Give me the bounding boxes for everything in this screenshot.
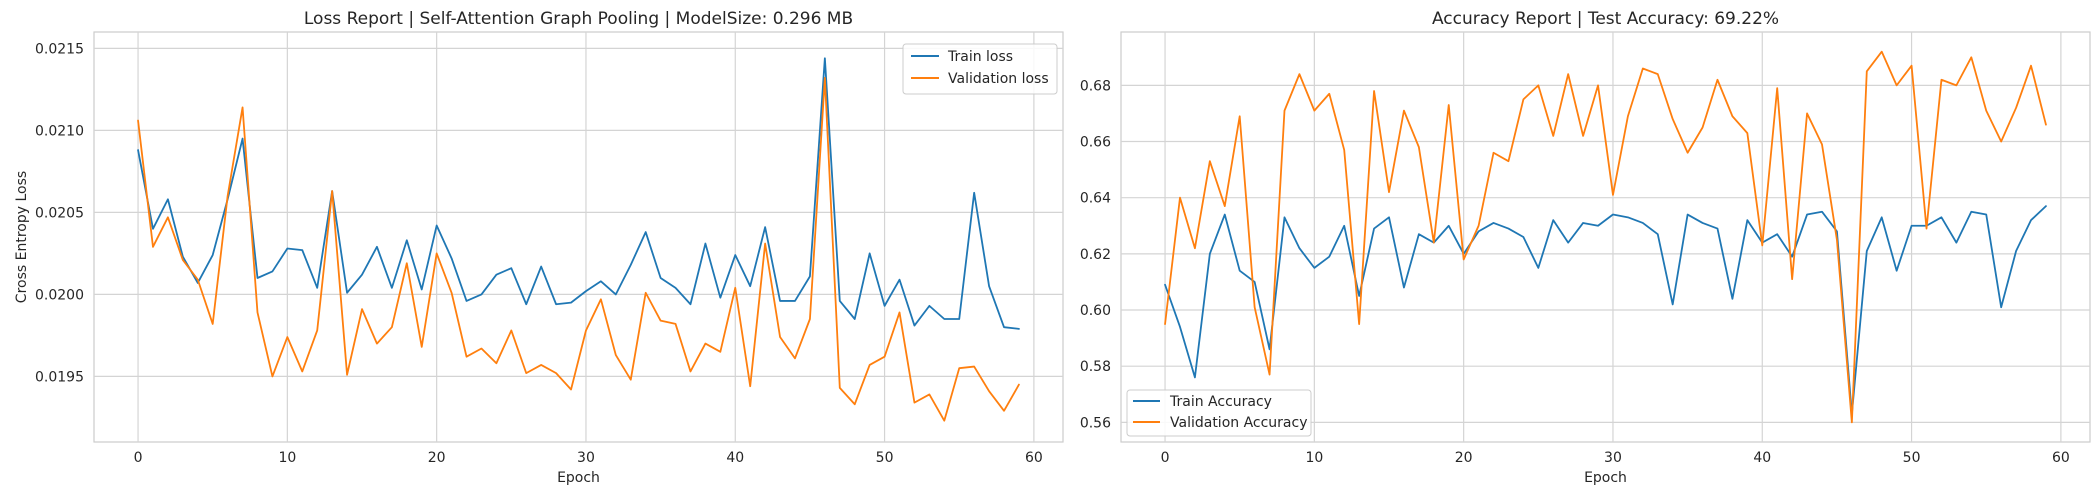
series-line-train-loss	[137, 57, 1020, 330]
series-line-validation-loss	[137, 77, 1020, 422]
accuracy-plot-area	[1120, 31, 2091, 443]
accuracy-x-tick-label: 30	[1604, 450, 1622, 466]
loss-x-tick-label: 40	[726, 450, 744, 466]
legend-label-validation-loss: Validation loss	[948, 71, 1049, 87]
accuracy-y-tick-label: 0.64	[1080, 191, 1111, 207]
series-line-validation-accuracy	[1164, 50, 2047, 424]
loss-tick-labels: 0 10 20 30 40 50 60 0.0195 0.0200 0.0205 0.0210 0.0…	[35, 41, 1043, 466]
loss-y-tick-label: 0.0195	[35, 369, 84, 385]
accuracy-legend: Train Accuracy Validation Accuracy	[1126, 389, 1312, 437]
loss-x-tick-label: 0	[134, 450, 143, 466]
loss-y-axis-label: Cross Entropy Loss	[14, 171, 30, 303]
loss-y-tick-label: 0.0200	[35, 287, 84, 303]
accuracy-x-tick-label: 0	[1161, 450, 1170, 466]
loss-plot-area	[93, 31, 1064, 443]
accuracy-x-tick-label: 10	[1305, 450, 1323, 466]
loss-x-tick-label: 60	[1025, 450, 1043, 466]
accuracy-series	[1164, 50, 2047, 424]
loss-x-tick-label: 20	[428, 450, 446, 466]
loss-x-tick-label: 30	[577, 450, 595, 466]
accuracy-y-tick-label: 0.62	[1080, 247, 1111, 263]
loss-x-axis-label: Epoch	[557, 470, 600, 486]
legend-label-train-accuracy: Train Accuracy	[1169, 394, 1272, 410]
accuracy-y-tick-label: 0.58	[1080, 359, 1111, 375]
loss-y-tick-label: 0.0210	[35, 123, 84, 139]
accuracy-chart-title: Accuracy Report | Test Accuracy: 69.22%	[1432, 9, 1779, 29]
loss-x-tick-label: 10	[278, 450, 296, 466]
accuracy-x-tick-label: 50	[1903, 450, 1921, 466]
loss-chart: 0 10 20 30 40 50 60 0.0195 0.0200 0.0205 0.0210 0.0…	[14, 9, 1064, 486]
accuracy-tick-labels: 0 10 20 30 40 50 60 0.56 0.58 0.60 0.62 0.64 0.66 0.6…	[1080, 78, 2070, 466]
loss-grid	[94, 32, 1063, 442]
accuracy-x-tick-label: 40	[1753, 450, 1771, 466]
accuracy-y-tick-label: 0.56	[1080, 415, 1111, 431]
accuracy-x-tick-label: 20	[1455, 450, 1473, 466]
loss-chart-title: Loss Report | Self-Attention Graph Pooli…	[304, 9, 853, 29]
legend-label-validation-accuracy: Validation Accuracy	[1170, 415, 1308, 431]
accuracy-y-tick-label: 0.68	[1080, 78, 1111, 94]
accuracy-chart: 0 10 20 30 40 50 60 0.56 0.58 0.60 0.62 0.64 0.66 0.6…	[1080, 9, 2091, 486]
loss-series	[137, 57, 1020, 422]
accuracy-y-tick-label: 0.60	[1080, 303, 1111, 319]
accuracy-x-tick-label: 60	[2052, 450, 2070, 466]
series-line-train-accuracy	[1164, 205, 2047, 415]
loss-legend: Train loss Validation loss	[902, 43, 1058, 95]
loss-y-tick-label: 0.0205	[35, 205, 84, 221]
legend-label-train-loss: Train loss	[947, 49, 1013, 65]
accuracy-legend-box	[1126, 389, 1312, 437]
loss-y-tick-label: 0.0215	[35, 41, 84, 57]
accuracy-x-axis-label: Epoch	[1584, 470, 1627, 486]
loss-legend-box	[902, 43, 1058, 95]
accuracy-y-tick-label: 0.66	[1080, 135, 1111, 151]
loss-x-tick-label: 50	[876, 450, 894, 466]
